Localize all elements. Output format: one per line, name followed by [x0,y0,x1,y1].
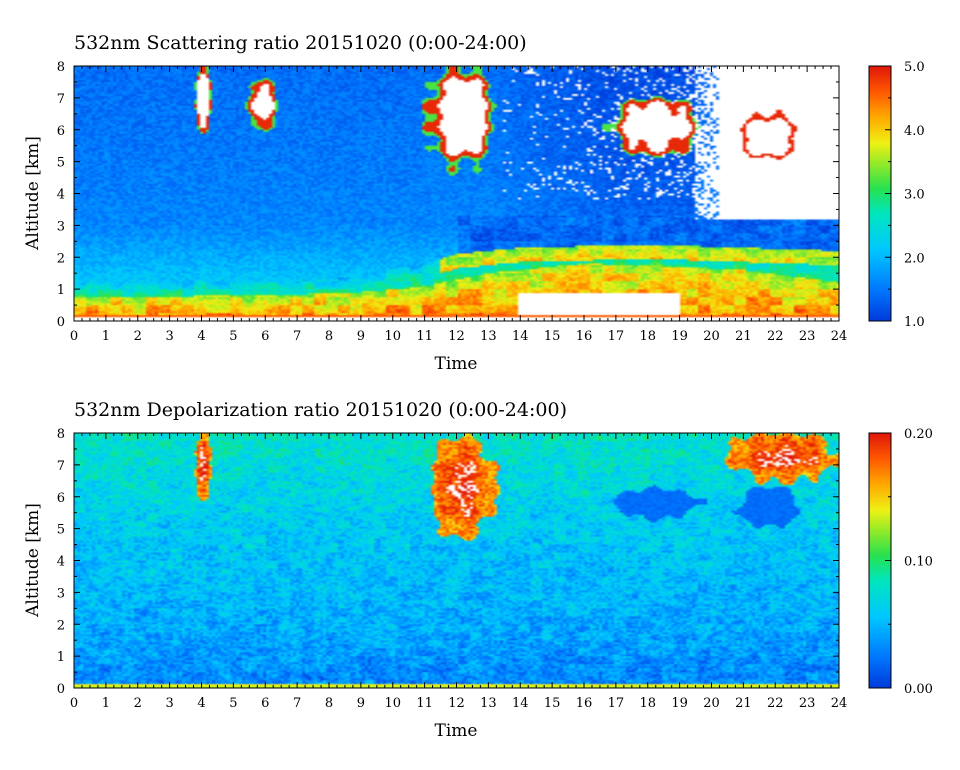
x-tick-label: 1 [102,696,110,711]
x-tick-label: 10 [384,696,401,711]
depolarization-title: 532nm Depolarization ratio 20151020 (0:0… [74,399,567,421]
x-tick-label: 12 [448,696,465,711]
colorbar-tick-label: 3.0 [904,188,925,203]
x-tick-label: 24 [831,696,848,711]
y-tick-label: 7 [57,459,65,474]
scattering-x-label: Time [435,354,478,374]
colorbar-tick-label: 1.0 [904,315,925,330]
x-tick-label: 24 [831,329,848,344]
x-tick-label: 22 [767,696,784,711]
x-tick-label: 19 [671,329,688,344]
y-tick-label: 3 [57,219,65,234]
colorbar-tick-label: 4.0 [904,124,925,139]
x-tick-label: 4 [197,329,205,344]
y-tick-label: 1 [57,650,65,665]
x-tick-label: 13 [480,696,497,711]
x-tick-label: 17 [608,329,625,344]
y-tick-label: 5 [57,156,65,171]
y-tick-label: 8 [57,60,65,75]
x-tick-label: 9 [357,329,365,344]
colorbar-tick-label: 5.0 [904,60,925,75]
y-tick-label: 4 [57,555,65,570]
scattering-panel: 532nm Scattering ratio 20151020 (0:00-24… [23,32,925,374]
x-tick-label: 21 [735,329,752,344]
scattering-title: 532nm Scattering ratio 20151020 (0:00-24… [74,32,527,54]
x-tick-label: 7 [293,329,301,344]
x-tick-label: 8 [325,329,333,344]
y-tick-label: 7 [57,92,65,107]
depolarization-x-label: Time [435,721,478,741]
x-tick-label: 23 [799,329,816,344]
y-tick-label: 4 [57,188,65,203]
x-tick-label: 0 [70,329,78,344]
y-tick-label: 5 [57,523,65,538]
x-tick-label: 20 [703,696,720,711]
colorbar-tick-label: 0.00 [904,682,933,697]
depolarization-panel: 532nm Depolarization ratio 20151020 (0:0… [23,399,933,741]
colorbar-tick-label: 2.0 [904,251,925,266]
x-tick-label: 11 [416,696,433,711]
colorbar-tick-label: 0.10 [904,555,933,570]
x-tick-label: 20 [703,329,720,344]
x-tick-label: 18 [639,696,656,711]
x-tick-label: 7 [293,696,301,711]
x-tick-label: 3 [165,696,173,711]
y-tick-label: 1 [57,283,65,298]
x-tick-label: 9 [357,696,365,711]
x-tick-label: 6 [261,329,269,344]
scattering-axes: 0 1 2 3 4 5 6 7 8 9 10 11 12 13 14 15 16 17 18 19 20 21 22 23 24… [57,60,848,344]
x-tick-label: 21 [735,696,752,711]
y-tick-label: 8 [57,427,65,442]
x-tick-label: 17 [608,696,625,711]
x-tick-label: 6 [261,696,269,711]
x-tick-label: 3 [165,329,173,344]
depolarization-axes: 0 1 2 3 4 5 6 7 8 9 10 11 12 13 14 15 16 17 18 19 20 21 22 23 24… [57,427,848,711]
scattering-colorbar-ticks: 1.0 2.0 3.0 4.0 5.0 [885,60,925,330]
x-tick-label: 2 [134,329,142,344]
x-tick-label: 1 [102,329,110,344]
x-tick-label: 14 [512,329,529,344]
y-tick-label: 2 [57,618,65,633]
x-tick-label: 12 [448,329,465,344]
x-tick-label: 15 [544,696,561,711]
x-tick-label: 5 [229,696,237,711]
y-tick-label: 0 [57,315,65,330]
depolarization-colorbar-ticks: 0.00 0.10 0.20 [885,427,933,697]
x-tick-label: 19 [671,696,688,711]
y-tick-label: 0 [57,682,65,697]
x-tick-label: 15 [544,329,561,344]
x-tick-label: 13 [480,329,497,344]
x-tick-label: 0 [70,696,78,711]
depolarization-colorbar [869,433,891,688]
x-tick-label: 10 [384,329,401,344]
depolarization-heatmap [74,433,839,688]
x-tick-label: 16 [576,329,593,344]
x-tick-label: 11 [416,329,433,344]
x-tick-label: 14 [512,696,529,711]
x-tick-label: 2 [134,696,142,711]
y-tick-label: 6 [57,491,65,506]
x-tick-label: 16 [576,696,593,711]
x-tick-label: 22 [767,329,784,344]
x-tick-label: 5 [229,329,237,344]
x-tick-label: 8 [325,696,333,711]
x-tick-label: 23 [799,696,816,711]
depolarization-y-label: Altitude [km] [23,503,43,618]
scattering-heatmap [74,66,839,321]
y-tick-label: 6 [57,124,65,139]
y-tick-label: 3 [57,586,65,601]
x-tick-label: 4 [197,696,205,711]
colorbar-tick-label: 0.20 [904,427,933,442]
x-tick-label: 18 [639,329,656,344]
scattering-y-label: Altitude [km] [23,136,43,251]
y-tick-label: 2 [57,251,65,266]
